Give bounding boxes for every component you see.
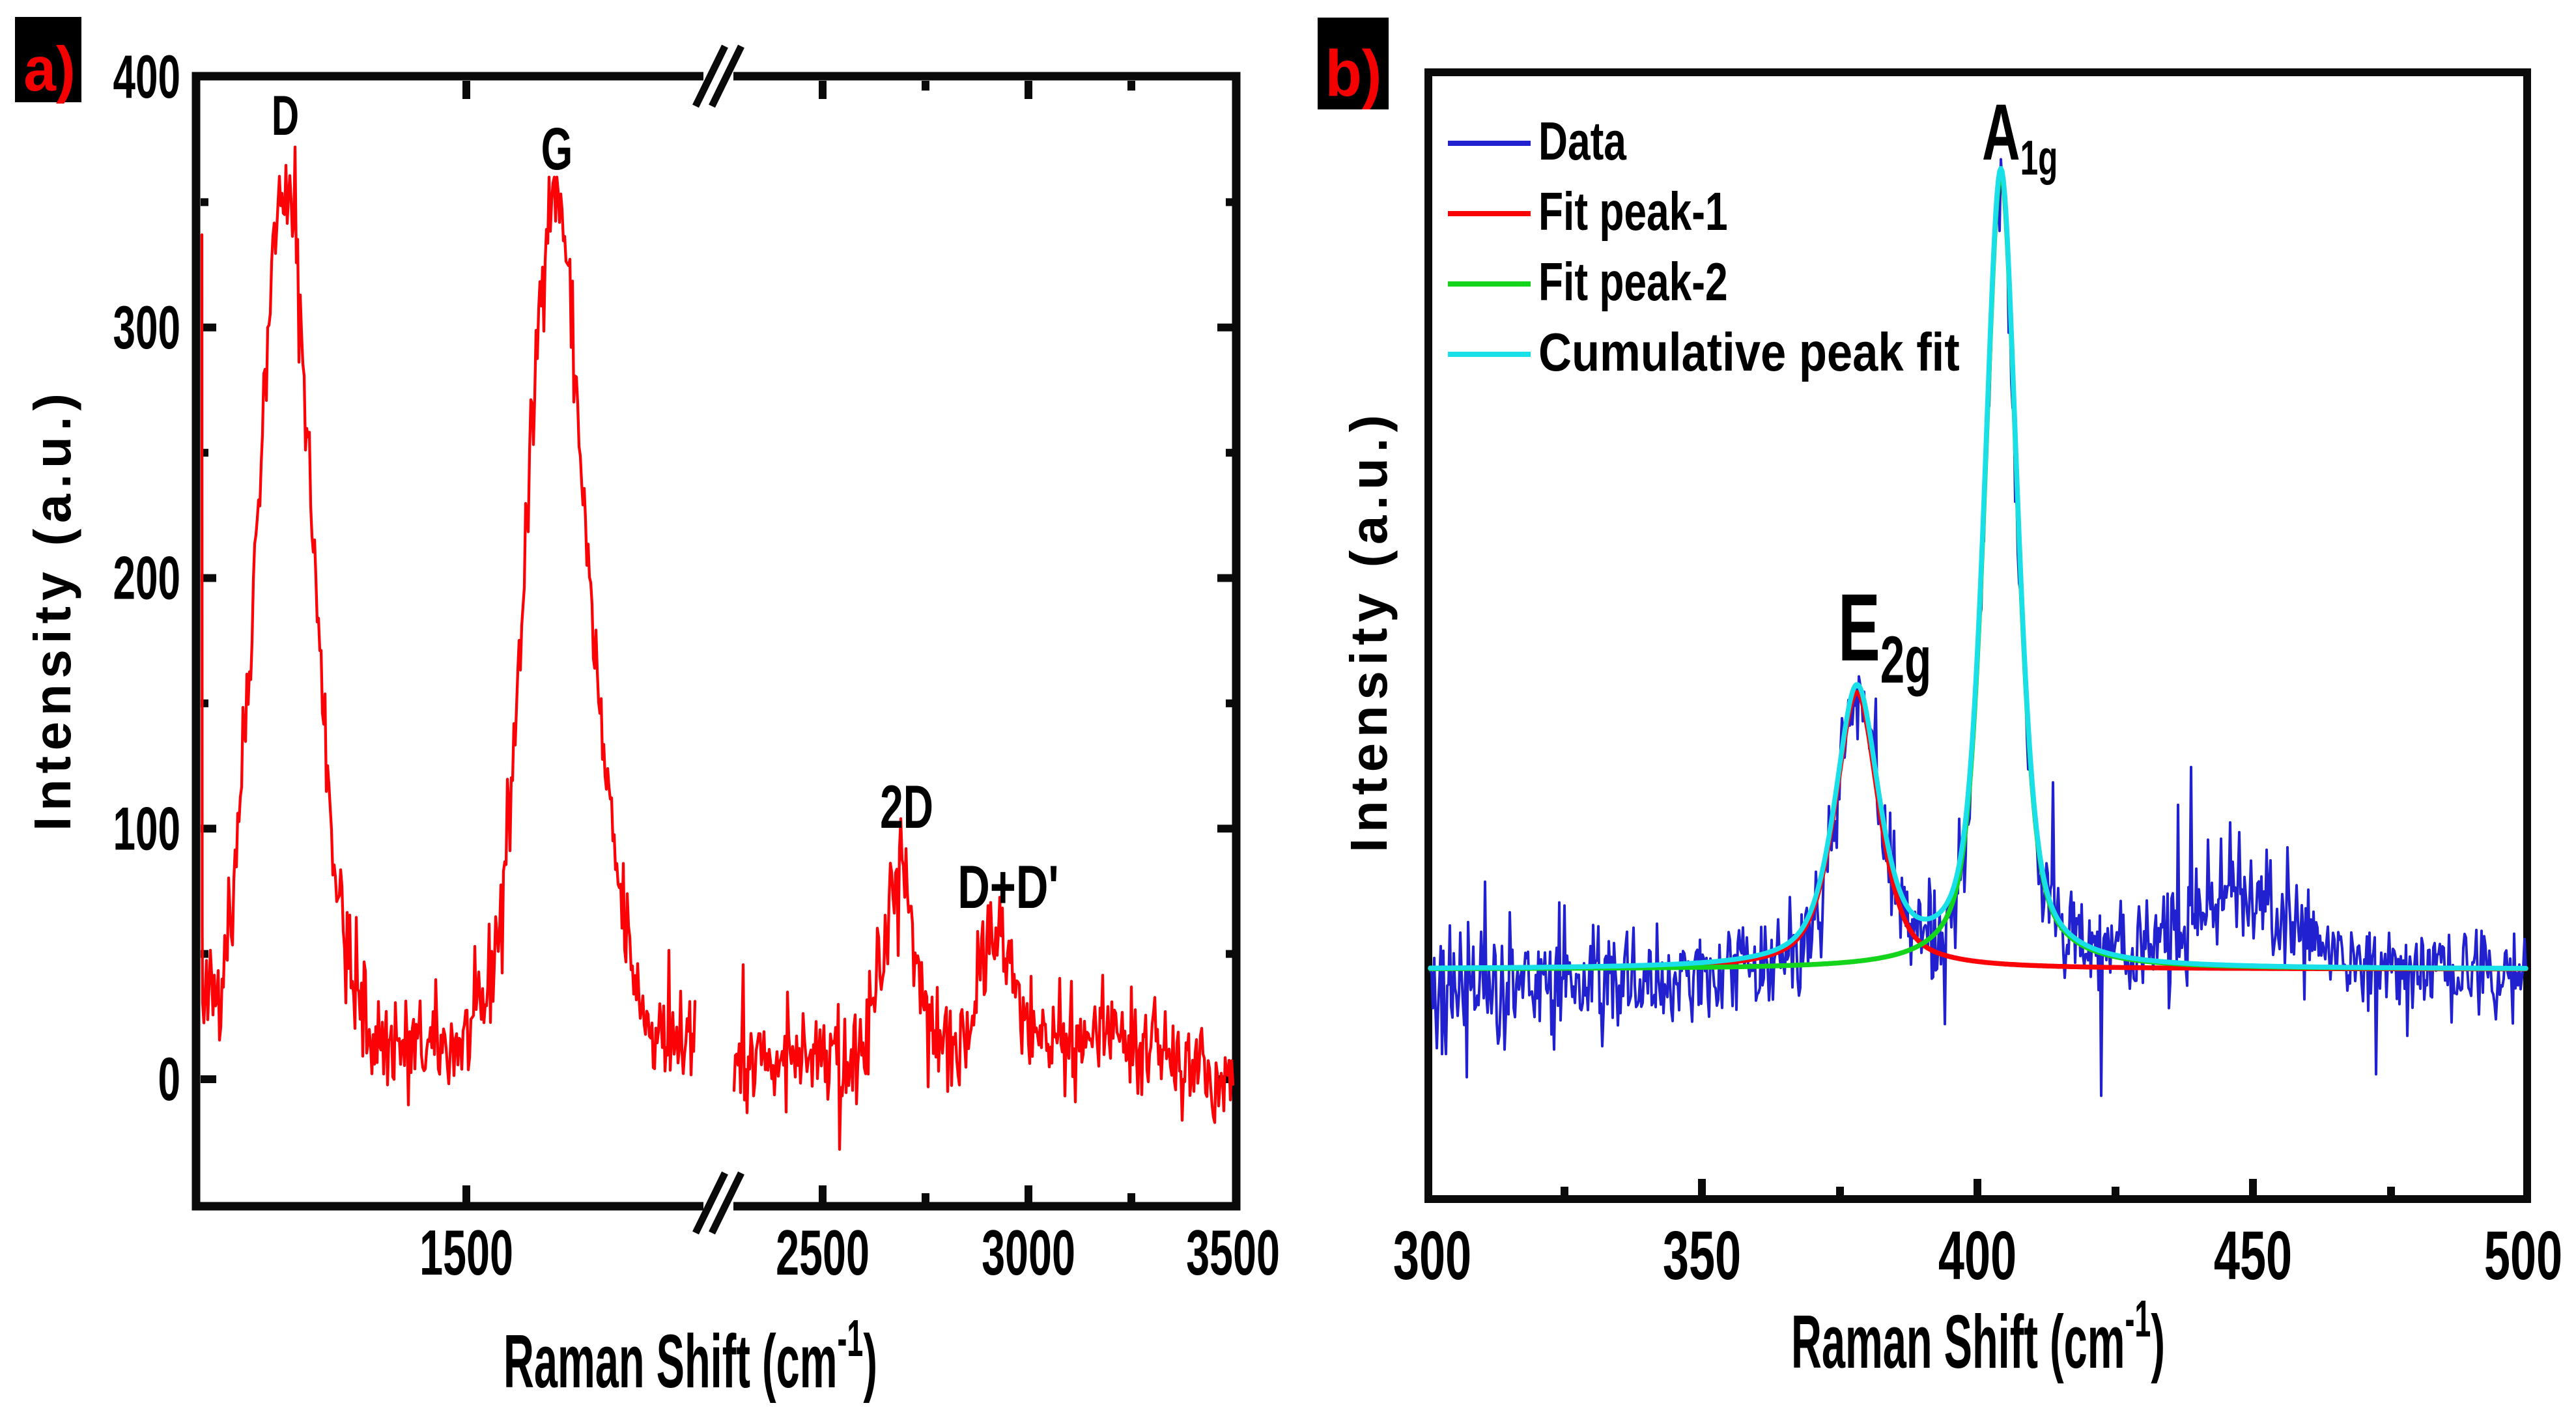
svg-text:Raman Shift (cm-1): Raman Shift (cm-1) — [503, 1308, 877, 1403]
svg-text:3500: 3500 — [1186, 1217, 1280, 1288]
svg-text:Fit peak-1: Fit peak-1 — [1538, 181, 1728, 242]
svg-text:400: 400 — [1938, 1217, 2017, 1294]
svg-text:Fit peak-2: Fit peak-2 — [1538, 251, 1728, 312]
svg-text:D+D': D+D' — [957, 854, 1058, 922]
svg-text:200: 200 — [113, 544, 180, 612]
svg-text:Cumulative peak fit: Cumulative peak fit — [1538, 322, 1960, 383]
svg-text:2500: 2500 — [776, 1217, 870, 1288]
svg-text:300: 300 — [113, 293, 180, 361]
svg-text:3000: 3000 — [982, 1217, 1075, 1288]
svg-text:400: 400 — [113, 42, 180, 111]
svg-text:450: 450 — [2214, 1217, 2292, 1294]
svg-text:Data: Data — [1538, 111, 1627, 171]
svg-text:a): a) — [23, 34, 75, 104]
svg-text:Intensity (a.u.): Intensity (a.u.) — [1340, 415, 1398, 853]
svg-text:350: 350 — [1663, 1217, 1741, 1294]
svg-text:500: 500 — [2484, 1217, 2562, 1294]
svg-text:100: 100 — [113, 794, 180, 862]
svg-text:0: 0 — [158, 1045, 180, 1113]
svg-text:2D: 2D — [880, 773, 933, 841]
svg-text:G: G — [541, 115, 573, 182]
svg-text:1500: 1500 — [419, 1217, 513, 1288]
svg-text:b): b) — [1325, 37, 1382, 109]
svg-text:D: D — [272, 84, 299, 147]
svg-text:300: 300 — [1393, 1217, 1471, 1294]
svg-text:Intensity (a.u.): Intensity (a.u.) — [23, 393, 81, 831]
svg-text:Raman Shift (cm-1): Raman Shift (cm-1) — [1791, 1289, 2165, 1383]
